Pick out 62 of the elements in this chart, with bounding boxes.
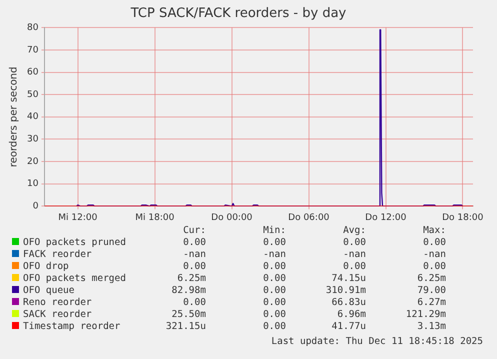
text: 6.25m — [176, 273, 207, 285]
text: Max: — [422, 225, 447, 237]
y-tick-label: 20 — [27, 156, 39, 167]
x-tick-label: Do 12:00 — [365, 212, 407, 223]
legend-label: Timestamp reorder — [22, 321, 122, 333]
text: -nan — [262, 249, 287, 261]
y-tick-label: 30 — [27, 134, 39, 145]
y-tick-label: 80 — [27, 22, 39, 33]
text: 0.00 — [182, 297, 207, 309]
x-tick-label: Mi 12:00 — [58, 212, 98, 223]
text: 0.00 — [182, 237, 207, 249]
y-tick-label: 50 — [27, 90, 39, 100]
text: 0.00 — [262, 321, 287, 333]
legend-label: OFO drop — [22, 261, 70, 273]
text: 66.83u — [330, 297, 367, 309]
text: 0.00 — [262, 297, 287, 309]
text: 6.96m — [336, 309, 367, 321]
text: 74.15u — [330, 273, 367, 285]
text: Min: — [262, 225, 287, 237]
legend-label: Reno reorder — [22, 297, 93, 309]
text: Cur: — [182, 225, 207, 237]
y-tick-label: 10 — [27, 179, 39, 190]
text: 82.98m — [170, 285, 207, 297]
y-tick-label: 70 — [27, 45, 39, 56]
y-axis-title: reorders per second — [8, 66, 20, 168]
legend-label: OFO packets pruned — [22, 237, 127, 249]
chart-title: TCP SACK/FACK reorders - by day — [130, 6, 347, 22]
text: 25.50m — [170, 309, 207, 321]
text: 0.00 — [262, 273, 287, 285]
legend-label: FACK reorder — [22, 249, 93, 261]
text: 79.00 — [416, 285, 447, 297]
x-tick-label: Do 18:00 — [442, 212, 484, 223]
text: -nan — [182, 249, 207, 261]
text: 0.00 — [342, 237, 367, 249]
text: 3.13m — [416, 321, 447, 333]
y-tick-label: 40 — [27, 112, 39, 122]
y-tick-label: 60 — [27, 68, 39, 78]
text: 0.00 — [422, 237, 447, 249]
text: 0.00 — [342, 261, 367, 273]
legend-label: OFO queue — [22, 285, 76, 297]
text: 0.00 — [182, 261, 207, 273]
text: 41.77u — [330, 321, 367, 333]
text: 0.00 — [262, 309, 287, 321]
y-tick-label: 0 — [32, 202, 39, 212]
legend-label: SACK reorder — [22, 309, 93, 321]
text: 0.00 — [262, 261, 287, 273]
text: -nan — [422, 249, 447, 261]
x-tick-label: Do 00:00 — [211, 212, 253, 223]
text: 321.15u — [164, 321, 207, 333]
legend-label: OFO packets merged — [22, 273, 127, 285]
text: 0.00 — [262, 237, 287, 249]
text: 0.00 — [262, 285, 287, 297]
text: 6.25m — [416, 273, 447, 285]
text: 0.00 — [422, 261, 447, 273]
text: 6.27m — [416, 297, 447, 309]
x-tick-label: Mi 18:00 — [135, 212, 175, 223]
x-tick-label: Do 06:00 — [288, 212, 330, 223]
text: 310.91m — [324, 285, 367, 297]
text: 121.29m — [404, 309, 447, 321]
text: Avg: — [342, 225, 367, 237]
text: Last update: Thu Dec 11 18:45:18 2025 — [271, 336, 483, 347]
text: -nan — [342, 249, 367, 261]
